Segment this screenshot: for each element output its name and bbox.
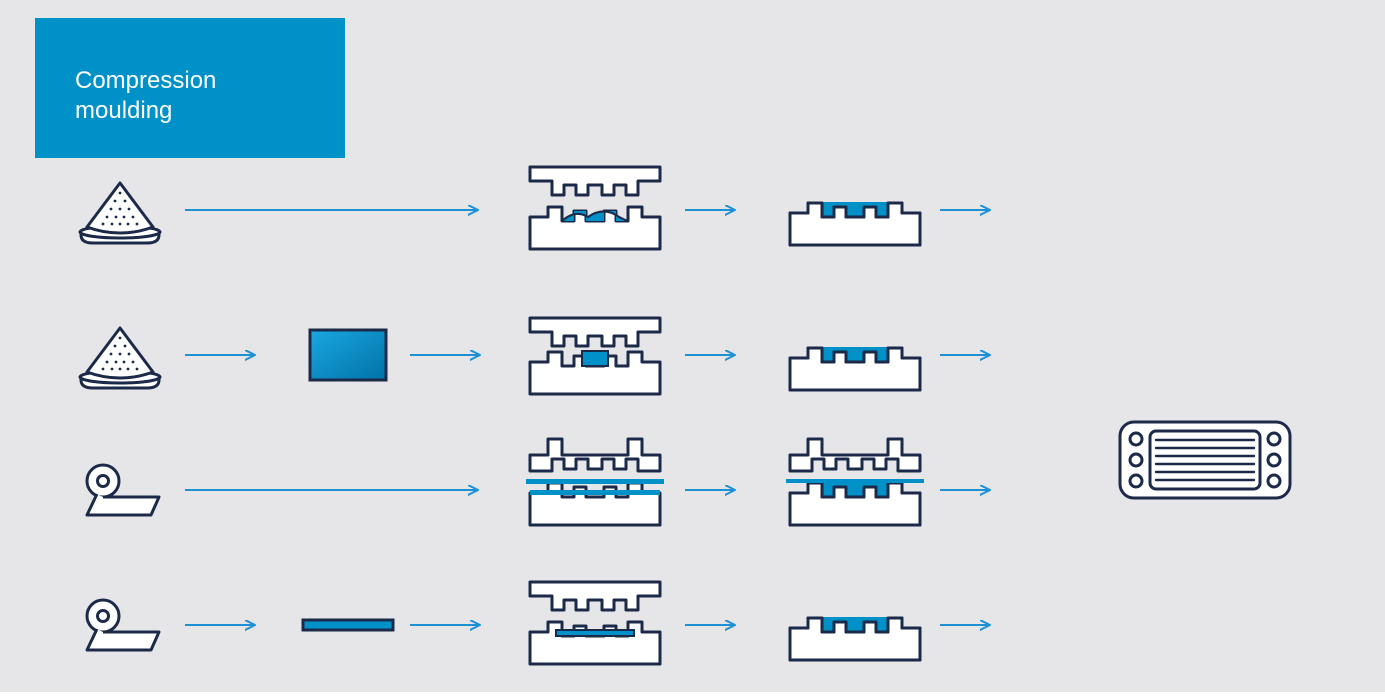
title-line-1: Compression	[75, 67, 216, 94]
diagram-canvas: Compression moulding	[0, 0, 1385, 692]
product-plate-icon	[1120, 422, 1290, 498]
mould-closed-icon	[790, 617, 920, 660]
intermediate-strip-icon	[303, 620, 393, 630]
title-line-2: moulding	[75, 97, 172, 124]
mould-open-icon	[530, 318, 660, 394]
intermediate-block-icon	[310, 330, 386, 380]
mould-closed-icon	[790, 202, 920, 245]
mould-closed-icon	[790, 347, 920, 390]
